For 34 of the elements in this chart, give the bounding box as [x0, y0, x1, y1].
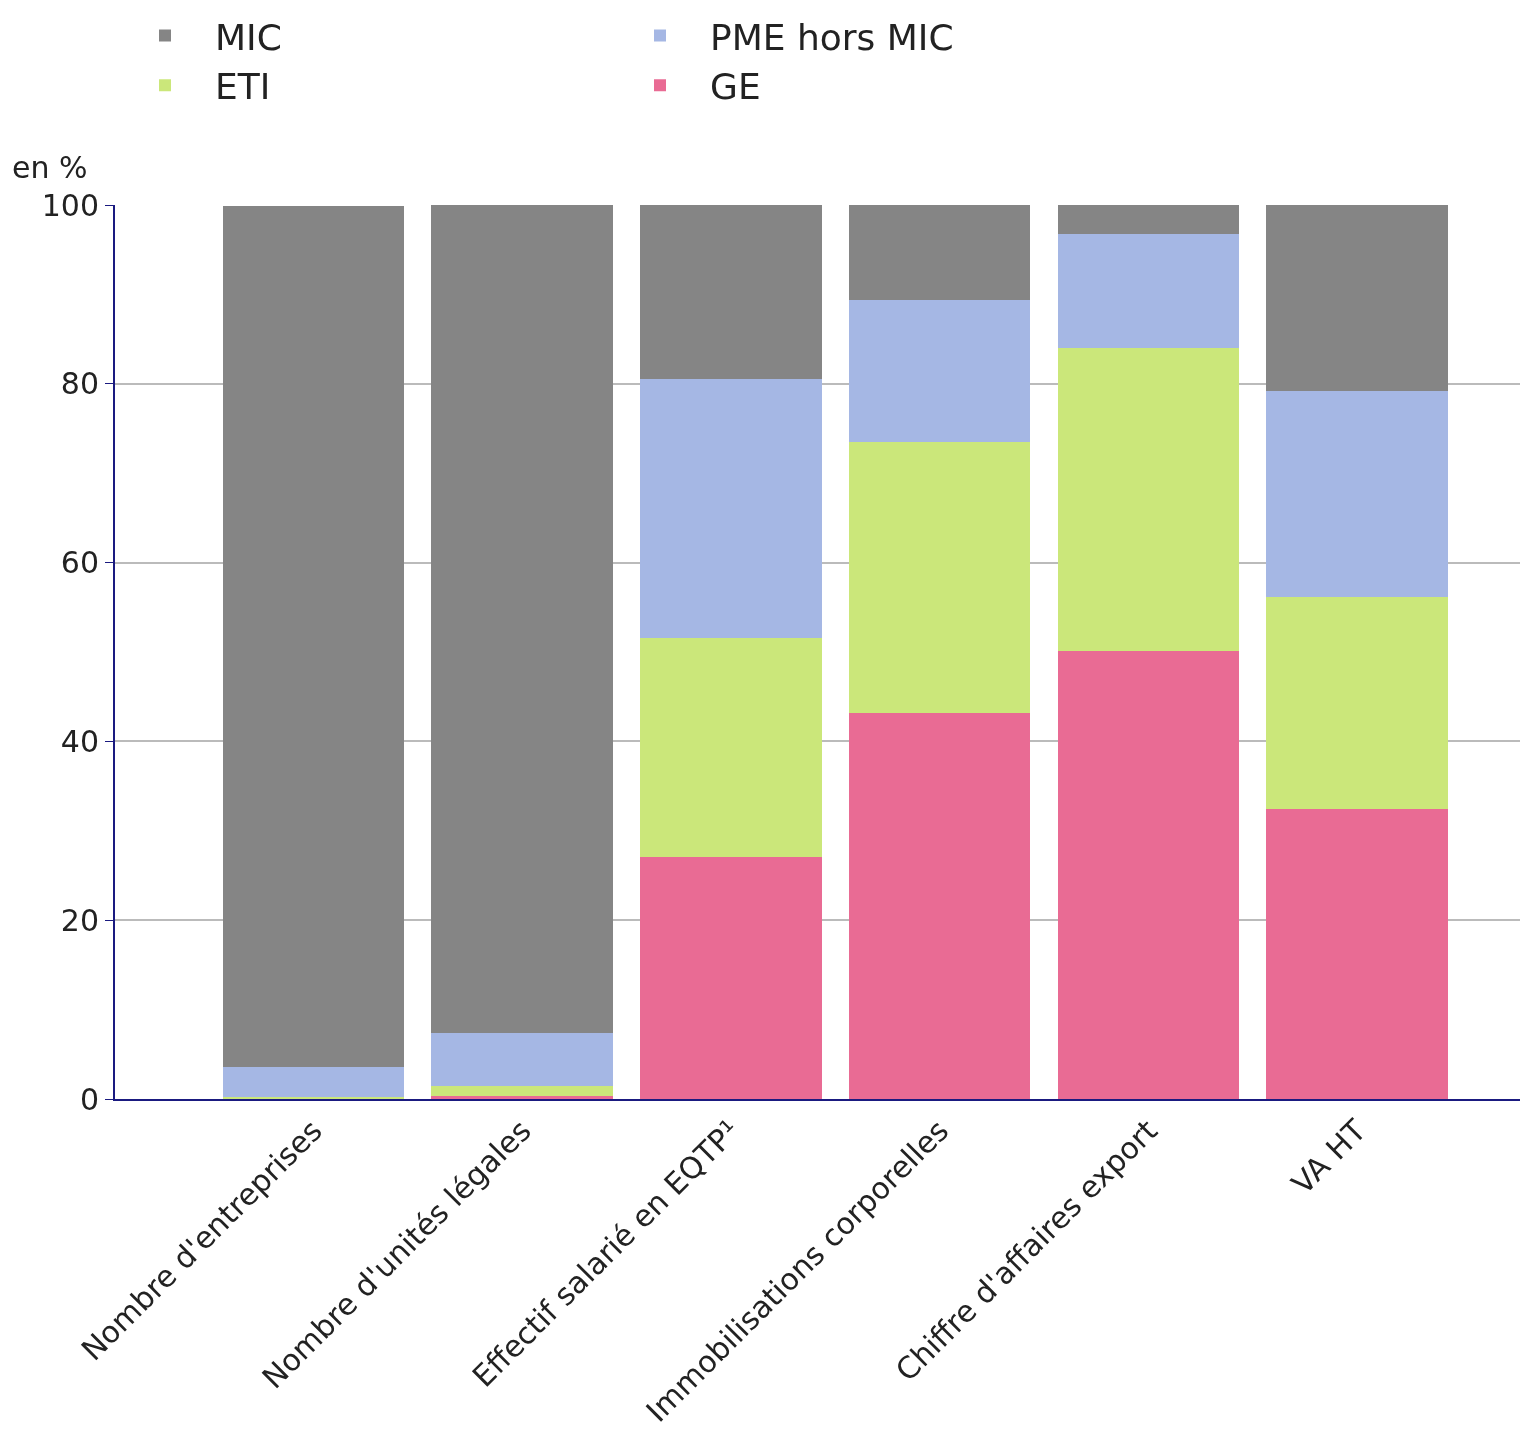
bar	[848, 441, 1031, 713]
bar	[1266, 597, 1448, 810]
legend-label: PME hors MIC	[710, 16, 954, 58]
y-tick-label: 40	[60, 723, 99, 759]
y-axis-title: en %	[12, 150, 88, 185]
bar	[640, 379, 822, 638]
bar	[431, 205, 613, 1033]
y-tick-label: 20	[60, 902, 99, 938]
x-tick-label: VA HT	[1284, 1112, 1374, 1201]
bar	[1057, 233, 1240, 349]
legend-label: ETI	[215, 66, 271, 108]
bar	[1057, 651, 1240, 1099]
bar	[431, 1086, 613, 1097]
bar	[848, 205, 1031, 300]
y-tick-label: 100	[41, 187, 99, 223]
legend-label: GE	[710, 66, 761, 108]
bar	[848, 299, 1031, 442]
bar	[640, 205, 822, 380]
bar	[431, 1032, 613, 1087]
bar	[1266, 390, 1448, 598]
bar	[1057, 205, 1240, 234]
bar	[1266, 205, 1448, 391]
bar	[848, 712, 1031, 1099]
bar	[640, 856, 822, 1099]
bar	[640, 637, 822, 857]
bar	[222, 1066, 405, 1098]
y-tick-label: 0	[79, 1081, 99, 1117]
legend-label: MIC	[215, 16, 282, 58]
bar	[1057, 348, 1240, 652]
y-tick-label: 60	[60, 545, 99, 581]
y-tick-label: 80	[60, 366, 99, 402]
bar	[431, 1096, 613, 1099]
bar	[1266, 809, 1448, 1099]
bar	[222, 205, 405, 1067]
